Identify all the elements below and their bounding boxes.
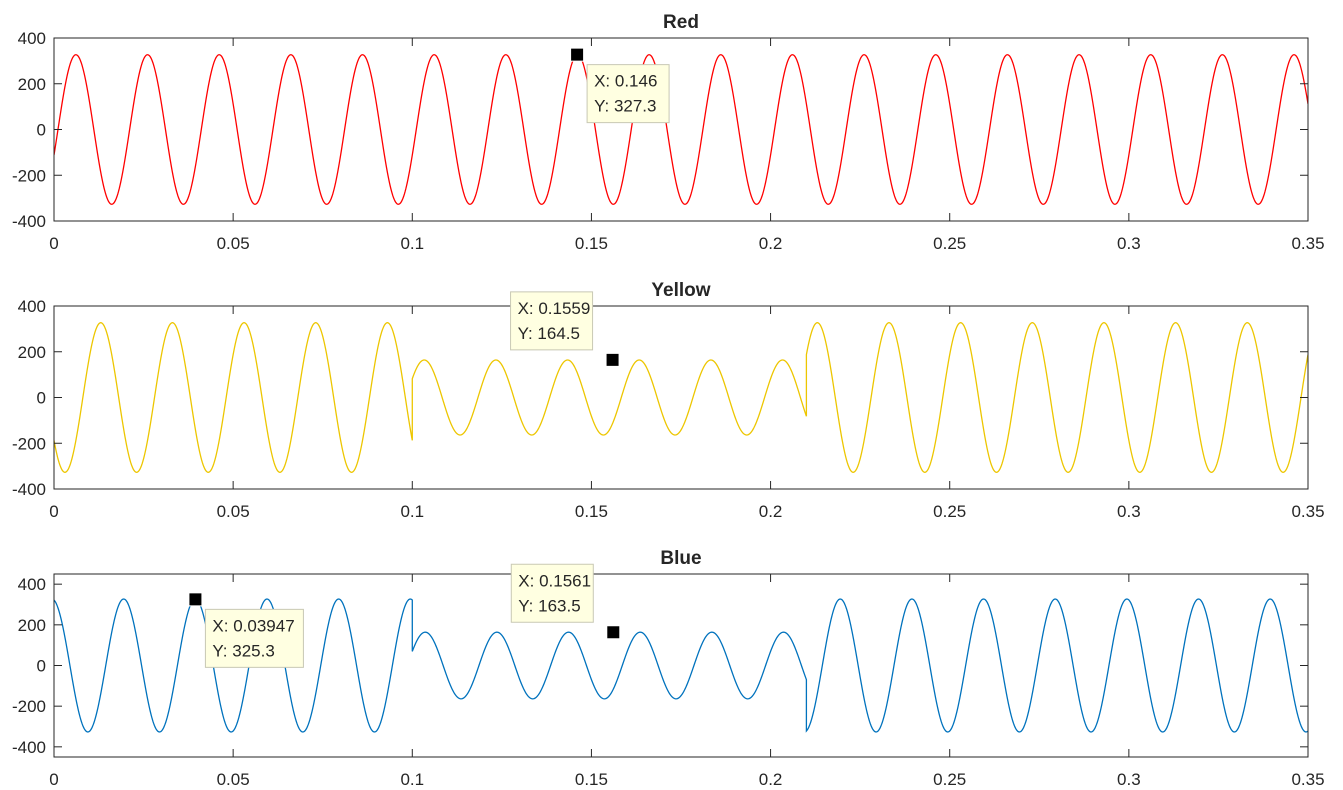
x-tick-label: 0.25 — [933, 770, 966, 789]
x-tick-label: 0.3 — [1117, 770, 1141, 789]
subplot-red: 0 0.05 0.1 0.15 0.2 0.25 0.3 0.35 -400 -200 0 200 40… — [12, 12, 1325, 253]
y-tick-label: 0 — [37, 121, 46, 140]
y-tick-label: 200 — [18, 75, 46, 94]
plot-box — [53, 305, 1309, 490]
x-tick-label: 0.15 — [575, 234, 608, 253]
x-tick-label: 0.25 — [933, 502, 966, 521]
chart-title: Red — [663, 12, 699, 33]
x-tick-label: 0.1 — [400, 770, 424, 789]
datatip-y-label: Y: 325.3 — [212, 641, 274, 660]
x-tick-label: 0 — [49, 502, 58, 521]
datatip-marker — [188, 592, 203, 607]
datatip-y-label: Y: 164.5 — [518, 324, 580, 343]
datatip: X: 0.146 Y: 327.3 — [570, 47, 670, 124]
y-tick-label: 400 — [18, 297, 46, 316]
x-tick-label: 0.2 — [759, 234, 783, 253]
x-tick-label: 0.35 — [1291, 770, 1324, 789]
x-tick-label: 0.3 — [1117, 502, 1141, 521]
x-tick-label: 0.25 — [933, 234, 966, 253]
datatip-box — [510, 563, 594, 623]
datatip-box — [586, 64, 670, 124]
y-tick-label: -200 — [12, 434, 46, 453]
datatip-marker — [605, 352, 620, 367]
x-tick-label: 0 — [49, 770, 58, 789]
datatip-x-label: X: 0.146 — [594, 72, 657, 91]
x-tick-label: 0.3 — [1117, 234, 1141, 253]
x-tick-label: 0.05 — [217, 234, 250, 253]
y-tick-label: 400 — [18, 29, 46, 48]
y-tick-label: -200 — [12, 697, 46, 716]
datatip-x-label: X: 0.03947 — [212, 616, 294, 635]
datatip-box — [510, 291, 594, 351]
plot-box — [53, 37, 1309, 222]
datatip-y-label: Y: 163.5 — [518, 596, 580, 615]
chart-title: Yellow — [651, 280, 710, 301]
subplot-yellow: 0 0.05 0.1 0.15 0.2 0.25 0.3 0.35 -400 -200 0 200 40… — [12, 280, 1325, 521]
y-tick-label: 400 — [18, 575, 46, 594]
datatip: X: 0.03947 Y: 325.3 — [188, 592, 304, 668]
datatip: X: 0.1559 Y: 164.5 — [510, 291, 620, 367]
x-tick-label: 0.2 — [759, 502, 783, 521]
y-tick-label: -200 — [12, 166, 46, 185]
datatip-x-label: X: 0.1559 — [518, 299, 591, 318]
datatip-y-label: Y: 327.3 — [594, 97, 656, 116]
y-tick-label: 200 — [18, 616, 46, 635]
datatip-x-label: X: 0.1561 — [518, 571, 591, 590]
chart-title: Blue — [660, 548, 701, 569]
series-line-yellow — [54, 322, 1308, 473]
y-tick-label: 200 — [18, 343, 46, 362]
x-tick-label: 0.1 — [400, 234, 424, 253]
datatip-marker — [570, 47, 585, 62]
x-tick-label: 0.35 — [1291, 234, 1324, 253]
series-line-red — [54, 54, 1308, 205]
x-tick-label: 0.05 — [217, 502, 250, 521]
x-tick-label: 0 — [49, 234, 58, 253]
y-tick-label: -400 — [12, 480, 46, 499]
y-tick-label: 0 — [37, 657, 46, 676]
datatip-marker — [606, 625, 621, 640]
x-tick-label: 0.15 — [575, 770, 608, 789]
y-tick-label: -400 — [12, 212, 46, 231]
subplot-blue: 0 0.05 0.1 0.15 0.2 0.25 0.3 0.35 -400 -200 0 200 40… — [12, 548, 1325, 789]
datatip-box — [204, 608, 304, 668]
x-tick-label: 0.35 — [1291, 502, 1324, 521]
series-line-blue — [54, 598, 1308, 733]
x-tick-label: 0.2 — [759, 770, 783, 789]
x-tick-label: 0.15 — [575, 502, 608, 521]
x-tick-label: 0.05 — [217, 770, 250, 789]
datatip: X: 0.1561 Y: 163.5 — [510, 563, 621, 640]
x-tick-label: 0.1 — [400, 502, 424, 521]
y-tick-label: 0 — [37, 389, 46, 408]
y-tick-label: -400 — [12, 738, 46, 757]
